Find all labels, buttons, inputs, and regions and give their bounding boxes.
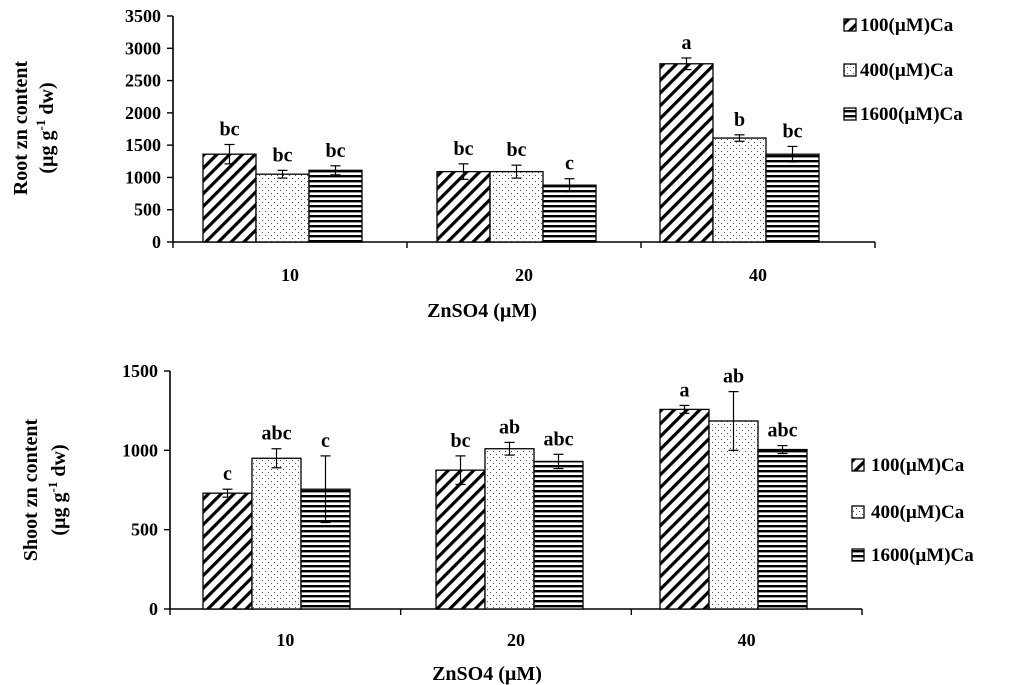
bar bbox=[757, 448, 808, 610]
bar bbox=[659, 408, 710, 610]
y-axis-title: Shoot zn content bbox=[20, 419, 42, 562]
bar bbox=[435, 469, 486, 610]
significance-label: abc bbox=[544, 428, 574, 450]
x-tick-label: 10 bbox=[281, 265, 299, 285]
y-tick-label: 2000 bbox=[125, 103, 161, 123]
y-tick-label: 500 bbox=[131, 520, 158, 540]
y-tick-label: 3500 bbox=[125, 6, 161, 26]
legend-label: 1600(µM)Ca bbox=[871, 545, 974, 566]
y-axis-unit-superscript: -1 bbox=[33, 120, 48, 131]
y-axis-unit-tail: dw) bbox=[48, 444, 70, 481]
y-tick-label: 3000 bbox=[125, 38, 161, 58]
x-tick-label: 20 bbox=[515, 265, 533, 285]
y-axis-unit-tail: dw) bbox=[36, 82, 58, 119]
y-axis-unit-main: (µg g bbox=[36, 130, 58, 173]
legend-swatch bbox=[851, 548, 865, 562]
bar bbox=[659, 63, 714, 243]
y-tick-label: 1500 bbox=[122, 361, 158, 381]
x-tick-label: 40 bbox=[738, 630, 756, 650]
y-tick-label: 2500 bbox=[125, 71, 161, 91]
legend-label: 1600(µM)Ca bbox=[860, 104, 963, 125]
significance-label: abc bbox=[768, 420, 798, 442]
legend-label: 400(µM)Ca bbox=[860, 60, 954, 81]
bar bbox=[202, 492, 253, 610]
bar bbox=[436, 170, 491, 243]
significance-label: c bbox=[565, 153, 574, 175]
legend-label: 100(µM)Ca bbox=[871, 455, 965, 476]
significance-label: b bbox=[734, 109, 745, 131]
x-axis-title: ZnSO4 (µM) bbox=[432, 663, 542, 685]
bar bbox=[533, 460, 584, 610]
bar bbox=[255, 173, 310, 243]
y-tick-label: 0 bbox=[149, 599, 158, 619]
significance-label: bc bbox=[454, 138, 474, 160]
legend-swatch bbox=[843, 18, 857, 32]
significance-label: ab bbox=[723, 366, 744, 388]
bar bbox=[489, 170, 544, 243]
bar bbox=[542, 184, 597, 243]
bar bbox=[251, 457, 302, 610]
y-axis-title: Root zn content bbox=[10, 60, 32, 195]
bar bbox=[484, 448, 535, 610]
legend-swatch bbox=[843, 107, 857, 121]
y-axis-unit: (µg g-1 dw) bbox=[33, 82, 58, 173]
bar bbox=[202, 153, 257, 243]
legend-label: 100(µM)Ca bbox=[860, 15, 954, 36]
bar bbox=[308, 169, 363, 243]
bar bbox=[765, 153, 820, 243]
y-axis-unit-superscript: -1 bbox=[45, 482, 60, 493]
y-tick-label: 0 bbox=[152, 232, 161, 252]
x-tick-label: 10 bbox=[276, 630, 294, 650]
significance-label: bc bbox=[507, 139, 527, 161]
significance-label: bc bbox=[783, 120, 803, 142]
x-tick-label: 40 bbox=[749, 265, 767, 285]
legend-label: 400(µM)Ca bbox=[871, 502, 965, 523]
significance-label: bc bbox=[326, 140, 346, 162]
significance-label: bc bbox=[273, 144, 293, 166]
y-axis-unit: (µg g-1 dw) bbox=[45, 444, 70, 535]
legend-swatch bbox=[851, 505, 865, 519]
shoot-zn-chart: 0 500 1000 1500 c abc c 10 bc ab abc 20 a ab abc 40 ZnSO… bbox=[20, 361, 974, 685]
y-tick-label: 500 bbox=[134, 200, 161, 220]
legend-swatch bbox=[843, 63, 857, 77]
significance-label: bc bbox=[220, 118, 240, 140]
y-tick-label: 1500 bbox=[125, 135, 161, 155]
legend-swatch bbox=[851, 458, 865, 472]
y-tick-label: 1000 bbox=[122, 440, 158, 460]
significance-label: ab bbox=[499, 416, 520, 438]
significance-label: bc bbox=[451, 430, 471, 452]
significance-label: a bbox=[680, 379, 690, 401]
y-axis-unit-main: (µg g bbox=[48, 492, 70, 535]
bar bbox=[712, 137, 767, 243]
significance-label: a bbox=[682, 32, 692, 54]
significance-label: c bbox=[223, 463, 232, 485]
x-tick-label: 20 bbox=[507, 630, 525, 650]
y-tick-label: 1000 bbox=[125, 167, 161, 187]
significance-label: c bbox=[321, 430, 330, 452]
x-axis-title: ZnSO4 (µM) bbox=[427, 300, 537, 322]
significance-label: abc bbox=[262, 423, 292, 445]
bar bbox=[708, 420, 759, 610]
